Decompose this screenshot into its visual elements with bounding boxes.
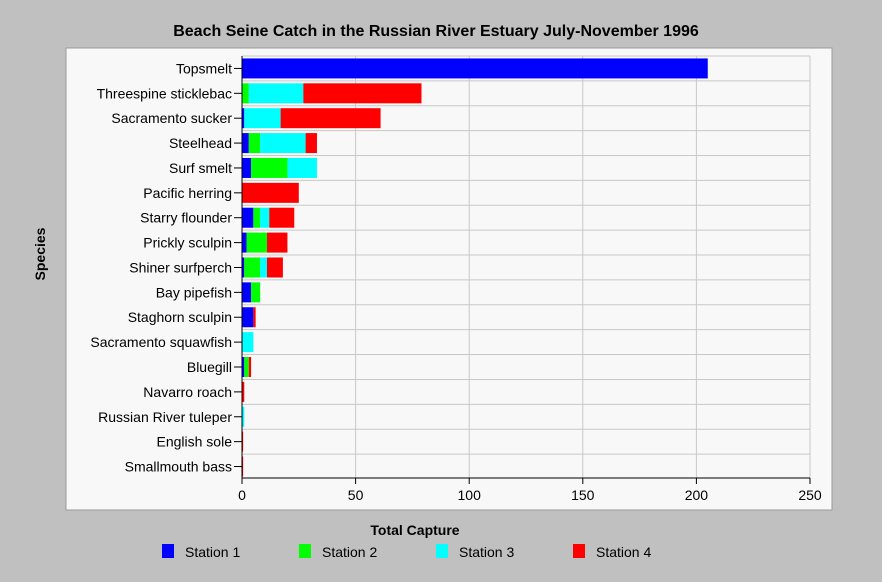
legend-item: Station 1 bbox=[162, 544, 240, 560]
bar-segment bbox=[248, 83, 304, 104]
bar-segment bbox=[242, 133, 249, 154]
y-tick-label: Starry flounder bbox=[140, 210, 232, 226]
legend-label: Station 4 bbox=[596, 544, 651, 560]
bar-segment bbox=[266, 257, 283, 278]
legend-label: Station 3 bbox=[459, 544, 514, 560]
bar-segment bbox=[242, 58, 708, 79]
y-tick-labels: Topsmelt Threespine sticklebac Sacramento … bbox=[90, 60, 232, 474]
bar-segment bbox=[242, 157, 252, 178]
legend-swatch bbox=[573, 544, 585, 558]
bar-segment bbox=[260, 133, 306, 154]
legend-label: Station 2 bbox=[322, 544, 377, 560]
bar-segment bbox=[303, 83, 422, 104]
bar-segment bbox=[242, 282, 252, 303]
bar-segment bbox=[244, 357, 249, 377]
y-tick-label: Pacific herring bbox=[143, 185, 232, 201]
legend-item: Station 3 bbox=[436, 544, 514, 560]
bar-segment bbox=[242, 381, 245, 402]
x-tick-label: 200 bbox=[685, 487, 709, 503]
legend-swatch bbox=[436, 544, 448, 558]
bars-group bbox=[242, 58, 708, 477]
bar-segment bbox=[242, 207, 254, 228]
grid-lines bbox=[241, 55, 811, 478]
bar-segment bbox=[242, 83, 249, 104]
axes-group bbox=[234, 56, 811, 484]
y-tick-label: Staghorn sculpin bbox=[128, 309, 232, 325]
bar-segment bbox=[305, 133, 317, 154]
y-tick-label: Threespine sticklebac bbox=[97, 85, 232, 101]
bar-segment bbox=[251, 282, 261, 303]
bar-segment bbox=[242, 456, 244, 477]
bar-segment bbox=[260, 207, 270, 228]
y-tick-label: Sacramento squawfish bbox=[90, 334, 232, 350]
bar-segment bbox=[242, 108, 245, 129]
y-tick-label: Shiner surfperch bbox=[129, 259, 232, 275]
y-tick-label: Steelhead bbox=[169, 135, 232, 151]
y-tick-label: Topsmelt bbox=[176, 60, 232, 76]
y-tick-label: Sacramento sucker bbox=[111, 110, 232, 126]
x-axis-title: Total Capture bbox=[370, 522, 459, 538]
bar-segment bbox=[242, 332, 254, 353]
bar-segment bbox=[248, 133, 261, 154]
legend-label: Station 1 bbox=[185, 544, 240, 560]
x-tick-labels: 0 50 100 150 200 250 bbox=[238, 487, 822, 503]
legend-item: Station 2 bbox=[299, 544, 377, 560]
bar-segment bbox=[242, 232, 247, 253]
y-tick-label: Navarro roach bbox=[143, 384, 232, 400]
y-tick-label: Surf smelt bbox=[169, 160, 232, 176]
bar-segment bbox=[251, 157, 288, 178]
y-tick-label: Bay pipefish bbox=[156, 284, 232, 300]
y-tick-label: Prickly sculpin bbox=[143, 235, 232, 251]
bar-segment bbox=[248, 357, 252, 377]
x-tick-label: 100 bbox=[458, 487, 482, 503]
bar-segment bbox=[246, 232, 267, 253]
bar-segment bbox=[287, 157, 317, 178]
bar-segment bbox=[242, 406, 245, 427]
x-tick-label: 50 bbox=[348, 487, 364, 503]
x-tick-label: 0 bbox=[238, 487, 246, 503]
legend-swatch bbox=[162, 544, 174, 558]
legend-item: Station 4 bbox=[573, 544, 651, 560]
bar-segment bbox=[253, 307, 256, 328]
bar-segment bbox=[280, 108, 381, 129]
bar-segment bbox=[260, 257, 267, 278]
bar-segment bbox=[242, 257, 245, 278]
bar-segment bbox=[244, 108, 281, 129]
bar-segment bbox=[269, 207, 295, 228]
y-tick-label: Smallmouth bass bbox=[125, 459, 232, 475]
y-tick-label: Bluegill bbox=[187, 359, 232, 375]
bar-segment bbox=[242, 357, 245, 377]
bar-segment bbox=[253, 207, 261, 228]
bar-segment bbox=[244, 257, 261, 278]
bar-segment bbox=[242, 431, 244, 452]
bar-segment bbox=[242, 182, 299, 203]
chart-title: Beach Seine Catch in the Russian River E… bbox=[173, 23, 699, 40]
x-tick-label: 250 bbox=[798, 487, 822, 503]
y-tick-label: Russian River tuleper bbox=[98, 409, 232, 425]
legend-swatch bbox=[299, 544, 311, 558]
y-axis-title: Species bbox=[32, 227, 48, 280]
legend: Station 1 Station 2 Station 3 Station 4 bbox=[162, 544, 651, 560]
x-tick-label: 150 bbox=[571, 487, 595, 503]
y-tick-label: English sole bbox=[157, 434, 233, 450]
bar-segment bbox=[242, 307, 254, 328]
bar-segment bbox=[266, 232, 288, 253]
plot-panel bbox=[65, 47, 833, 511]
